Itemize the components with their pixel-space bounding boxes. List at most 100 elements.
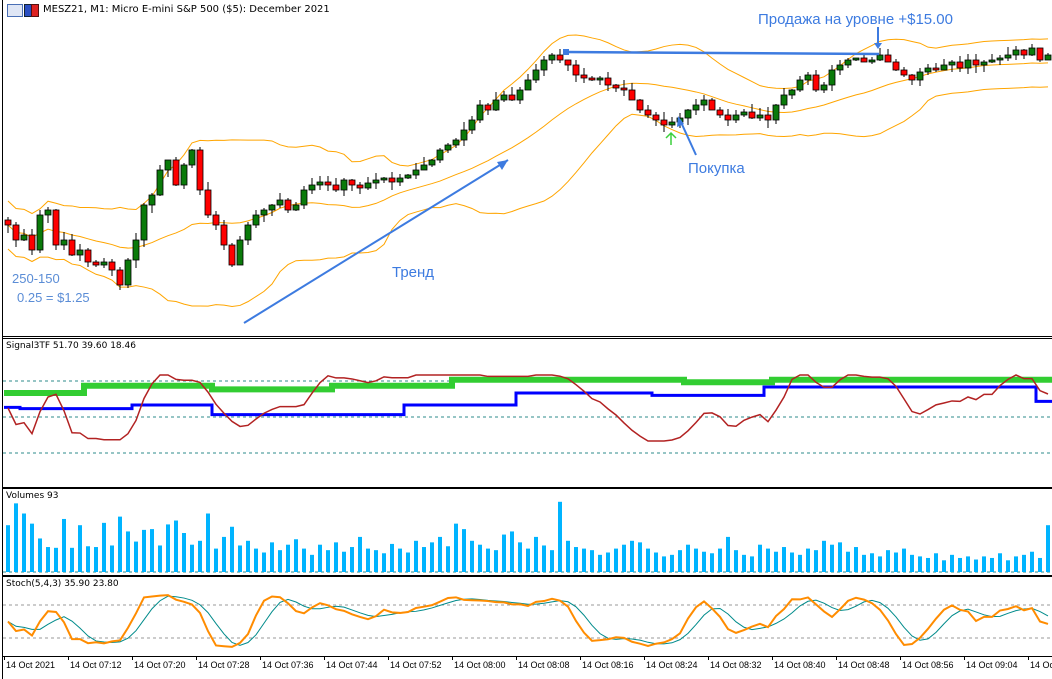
candle	[404, 174, 412, 179]
signal3tf-legend: Signal3TF 51.70 39.60 18.46	[6, 341, 136, 351]
candle	[444, 144, 452, 151]
candle	[572, 64, 580, 76]
candle	[996, 57, 1004, 61]
volume-bar	[1046, 525, 1050, 572]
stochastic-panel[interactable]: Stoch(5,4,3) 35.90 23.80	[3, 576, 1052, 657]
candle	[644, 109, 652, 116]
volume-bar	[134, 541, 138, 572]
chart-title: MESZ21, M1: Micro E-mini S&P 500 ($5): D…	[43, 4, 330, 15]
candle	[388, 177, 396, 183]
volume-bar	[750, 556, 754, 572]
volume-bar	[606, 552, 610, 572]
candle	[668, 121, 676, 126]
volumes-panel[interactable]: Volumes 93	[3, 488, 1052, 576]
volume-bar	[566, 540, 570, 572]
volume-bar	[62, 518, 66, 572]
book-icon-red[interactable]	[31, 4, 39, 17]
volume-bar	[110, 545, 114, 572]
candle	[820, 84, 828, 91]
volume-bar	[334, 542, 338, 572]
candle	[964, 59, 972, 69]
volume-bar	[46, 547, 50, 572]
volume-bar	[246, 540, 250, 572]
volume-bar	[542, 545, 546, 572]
time-tick	[580, 656, 581, 660]
time-label: 14 Oct 08:40	[774, 660, 826, 670]
candle	[620, 87, 628, 91]
volume-bar	[686, 544, 690, 572]
exit-level-line	[565, 50, 880, 56]
time-tick	[4, 656, 5, 660]
candle	[116, 269, 124, 286]
volume-bar	[990, 557, 994, 572]
candle	[348, 179, 356, 186]
volume-bar	[622, 544, 626, 572]
volume-bar	[390, 543, 394, 572]
candle	[916, 71, 924, 81]
volume-bar	[438, 536, 442, 572]
volume-bar	[1006, 560, 1010, 572]
volume-bar	[694, 548, 698, 572]
time-label: 14 Oct 07:36	[262, 660, 314, 670]
volume-bar	[262, 552, 266, 572]
volume-bar	[502, 534, 506, 572]
volume-bar	[910, 554, 914, 572]
volume-bar	[806, 548, 810, 572]
trend-arrowhead	[497, 160, 508, 170]
candle	[652, 114, 660, 121]
volume-bar	[366, 548, 370, 572]
volume-bar	[774, 551, 778, 572]
volume-bar	[814, 550, 818, 572]
candle	[860, 57, 868, 63]
time-label: 14 Oct 08:48	[838, 660, 890, 670]
candle	[180, 164, 188, 186]
candle	[1004, 54, 1012, 59]
volume-bar	[414, 540, 418, 572]
bollinger-upper-band	[7, 34, 1049, 215]
volume-bar	[646, 548, 650, 572]
candle	[788, 89, 796, 96]
candle	[724, 114, 732, 121]
time-tick	[708, 656, 709, 660]
sell-annotation: Продажа на уровне +$15.00	[758, 11, 953, 28]
candle	[52, 209, 60, 246]
volume-bar	[1030, 551, 1034, 572]
candle	[412, 169, 420, 176]
candle	[20, 234, 28, 241]
volume-bar	[30, 523, 34, 572]
volume-bar	[326, 550, 330, 572]
volume-bar	[94, 547, 98, 572]
price-panel[interactable]: MESZ21, M1: Micro E-mini S&P 500 ($5): D…	[3, 0, 1052, 337]
candle	[236, 239, 244, 266]
volume-bar	[710, 553, 714, 572]
time-tick	[772, 656, 773, 660]
volume-bar	[350, 547, 354, 572]
time-label: 14 Oct 08:32	[710, 660, 762, 670]
volume-bar	[126, 531, 130, 572]
time-label: 14 Oct 2021	[6, 660, 56, 670]
candle	[228, 244, 236, 266]
candle	[420, 164, 428, 171]
candle	[68, 239, 76, 256]
candle	[948, 61, 956, 66]
candle	[716, 109, 724, 116]
volume-bar	[6, 525, 10, 572]
volume-bar	[190, 544, 194, 572]
volume-bar	[102, 522, 106, 572]
volume-bar	[462, 529, 466, 572]
signal3tf-panel[interactable]: Signal3TF 51.70 39.60 18.46	[3, 338, 1052, 488]
volume-bar	[54, 547, 58, 572]
volume-bar	[598, 554, 602, 572]
volume-bar	[150, 529, 154, 572]
candle	[972, 59, 980, 66]
time-label: 14 Oct 07:12	[70, 660, 122, 670]
volume-bar	[614, 548, 618, 572]
candle	[604, 77, 612, 86]
range-annotation: 250-150	[12, 271, 60, 286]
volume-bar	[38, 538, 42, 572]
time-tick	[900, 656, 901, 660]
candle	[12, 224, 20, 241]
volume-bar	[582, 548, 586, 572]
volume-bar	[926, 557, 930, 572]
window-list-icon[interactable]	[7, 4, 23, 17]
